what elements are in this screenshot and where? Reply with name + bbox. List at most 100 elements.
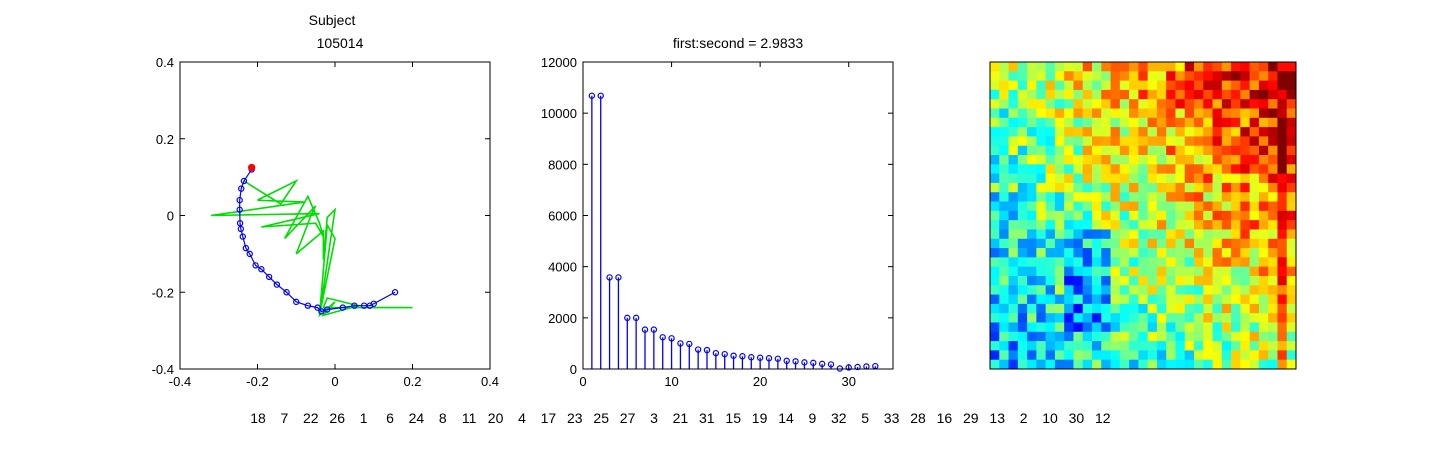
heatmap-cell [1129, 303, 1139, 314]
heatmap-cell [1221, 257, 1232, 268]
heatmap-cell [1027, 182, 1037, 193]
heatmap-cell [1286, 257, 1297, 268]
heatmap-cell [1184, 313, 1195, 323]
heatmap-cell [1082, 350, 1093, 361]
heatmap-cell [1231, 303, 1241, 314]
heatmap-cell [1129, 127, 1139, 137]
heatmap-cell [1147, 294, 1158, 305]
heatmap-cell [1203, 341, 1213, 351]
heatmap-cell [1203, 322, 1213, 333]
heatmap-cell [1156, 89, 1167, 100]
heatmap-cell [1286, 331, 1297, 342]
order-label: 17 [541, 410, 557, 426]
heatmap-cell [1036, 201, 1047, 212]
heatmap-cell [1194, 238, 1204, 249]
heatmap-cell [1249, 136, 1260, 147]
heatmap-cell [1203, 164, 1213, 175]
heatmap-cell [990, 331, 1000, 342]
heatmap-cell [1212, 331, 1223, 342]
heatmap-cell [1073, 238, 1084, 249]
heatmap-cell [1175, 220, 1186, 230]
heatmap-cell [1064, 285, 1074, 295]
order-label: 5 [861, 410, 869, 426]
heatmap-cell [1082, 117, 1093, 128]
heatmap-cell [1045, 89, 1056, 100]
heatmap-cell [1119, 127, 1130, 137]
heatmap-cell [1147, 108, 1158, 119]
heatmap-cell [1045, 80, 1056, 91]
heatmap-cell [1138, 257, 1149, 268]
heatmap-cell [1054, 210, 1065, 221]
heatmap-cell [999, 322, 1009, 333]
heatmap-cell [1092, 210, 1102, 221]
heatmap-cell [1082, 62, 1093, 72]
heatmap-cell [1249, 220, 1260, 230]
heatmap-cell [1175, 71, 1186, 82]
heatmap-cell [1212, 294, 1223, 305]
heatmap-cell [1054, 117, 1065, 128]
heatmap-cell [1156, 99, 1167, 109]
heatmap-cell [1203, 257, 1213, 268]
heatmap-cell [990, 201, 1000, 212]
order-label: 12 [1095, 410, 1111, 426]
heatmap-cell [1054, 275, 1065, 286]
blue-point [265, 273, 273, 281]
heatmap-cell [1268, 127, 1278, 137]
heatmap-cell [1045, 275, 1056, 286]
heatmap-cell [1147, 173, 1158, 184]
heatmap-cell [1017, 341, 1028, 351]
heatmap-cell [1082, 99, 1093, 109]
heatmap-cell [1268, 359, 1278, 370]
heatmap-cell [1203, 359, 1213, 370]
heatmap-cell [1221, 173, 1232, 184]
heatmap-cell [1054, 285, 1065, 295]
heatmap-cell [1147, 192, 1158, 202]
heatmap-cell [1249, 127, 1260, 137]
heatmap-cell [1092, 173, 1102, 184]
heatmap-cell [1194, 173, 1204, 184]
heatmap-cell [1240, 192, 1251, 202]
heatmap-cell [1221, 322, 1232, 333]
heatmap-cell [1147, 80, 1158, 91]
heatmap-cell [1008, 173, 1019, 184]
heatmap-cell [1092, 192, 1102, 202]
heatmap-cell [1221, 359, 1232, 370]
heatmap-cell [1277, 80, 1288, 91]
heatmap-cell [1203, 285, 1213, 295]
heatmap-cell [1027, 71, 1037, 82]
heatmap-cell [1212, 99, 1223, 109]
heatmap-cell [1036, 248, 1047, 258]
heatmap-cell [1045, 322, 1056, 333]
heatmap-cell [1101, 313, 1111, 323]
order-label: 6 [386, 410, 394, 426]
heatmap-cell [1203, 71, 1213, 82]
heatmap-cell [1092, 80, 1102, 91]
heatmap-cell [1166, 117, 1176, 128]
heatmap-cell [1027, 192, 1037, 202]
heatmap-cell [1045, 248, 1056, 258]
heatmap-cell [1221, 201, 1232, 212]
heatmap-cell [1017, 350, 1028, 361]
heatmap-cell [1166, 350, 1176, 361]
heatmap-cell [1286, 182, 1297, 193]
heatmap-cell [1184, 136, 1195, 147]
heatmap-cell [1231, 201, 1241, 212]
heatmap-cell [1092, 285, 1102, 295]
heatmap-cell [1258, 192, 1269, 202]
heatmap-cell [1286, 313, 1297, 323]
heatmap-cell [1166, 313, 1176, 323]
heatmap-cell [1129, 285, 1139, 295]
order-label: 27 [620, 410, 636, 426]
heatmap-cell [1249, 164, 1260, 175]
heatmap-cell [1156, 313, 1167, 323]
heatmap-cell [1036, 89, 1047, 100]
heatmap-cell [1156, 71, 1167, 82]
heatmap-cell [999, 257, 1009, 268]
heatmap-cell [1277, 145, 1288, 156]
heatmap-cell [999, 164, 1009, 175]
heatmap-cell [1101, 257, 1111, 268]
heatmap-cell [1138, 275, 1149, 286]
heatmap-cell [1240, 238, 1251, 249]
heatmap-cell [1240, 341, 1251, 351]
heatmap-cell [999, 136, 1009, 147]
